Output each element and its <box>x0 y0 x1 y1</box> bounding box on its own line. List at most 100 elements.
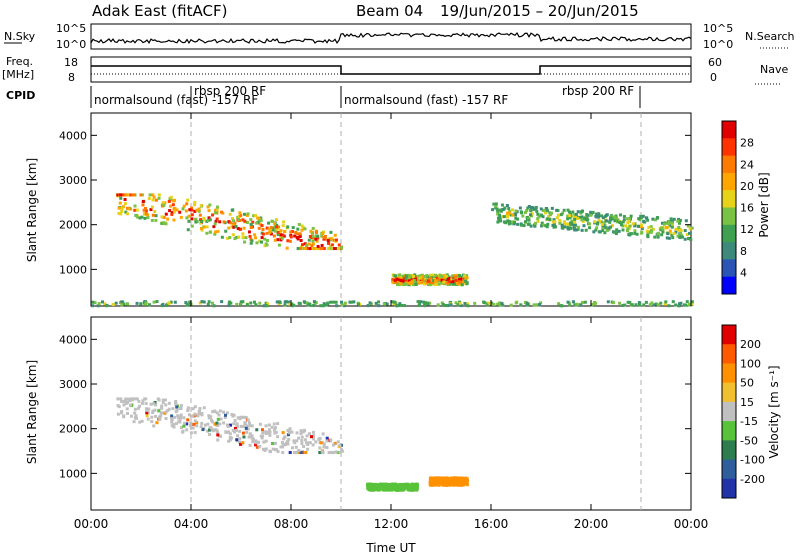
scatter-cell <box>315 239 319 243</box>
scatter-cell <box>416 300 420 304</box>
scatter-cell <box>318 451 322 455</box>
scatter-cell <box>465 477 469 481</box>
scatter-cell <box>122 302 126 306</box>
scatter-cell <box>473 301 477 305</box>
freq-right-tick-top: 60 <box>708 56 722 69</box>
scatter-cell <box>131 397 135 401</box>
scatter-cell <box>169 300 173 304</box>
y-tick-label: 4000 <box>59 333 87 346</box>
scatter-cell <box>223 413 227 417</box>
scatter-cell <box>466 302 470 306</box>
scatter-cell <box>678 235 682 239</box>
scatter-cell <box>434 273 438 277</box>
scatter-cell <box>680 234 684 238</box>
scatter-cell <box>296 232 300 236</box>
scatter-cell <box>442 280 446 284</box>
scatter-cell <box>168 209 172 213</box>
scatter-cell <box>133 407 137 411</box>
scatter-cell <box>147 407 151 411</box>
scatter-cell <box>633 222 637 226</box>
scatter-cell <box>241 441 245 445</box>
scatter-cell <box>572 215 576 219</box>
colorbar-tick-label: 24 <box>740 158 754 171</box>
scatter-cell <box>125 407 129 411</box>
velocity-colorbar: 200 100 50 15 -15 -50 -100 -200 <box>721 324 765 499</box>
scatter-cell <box>496 212 500 216</box>
scatter-cell <box>332 443 336 447</box>
scatter-cell <box>534 221 538 225</box>
scatter-cell <box>161 201 165 205</box>
nsky-label: N.Sky <box>4 30 36 43</box>
scatter-cell <box>243 219 247 223</box>
colorbar-tick-label: -50 <box>740 434 758 447</box>
scatter-cell <box>232 422 236 426</box>
scatter-cell <box>149 208 153 212</box>
scatter-cell <box>164 212 168 216</box>
scatter-cell <box>660 221 664 225</box>
scatter-cell <box>521 214 525 218</box>
scatter-cell <box>241 425 245 429</box>
scatter-cell <box>271 226 275 230</box>
scatter-cell <box>245 424 249 428</box>
scatter-cell <box>263 244 267 248</box>
scatter-cell <box>404 486 408 490</box>
scatter-cell <box>138 420 142 424</box>
scatter-cell <box>188 301 192 305</box>
scatter-cell <box>193 200 197 204</box>
scatter-cell <box>288 239 292 243</box>
scatter-cell <box>96 304 100 308</box>
scatter-cell <box>571 210 575 214</box>
scatter-cell <box>231 223 235 227</box>
scatter-cell <box>195 421 199 425</box>
scatter-cell <box>170 211 174 215</box>
scatter-cell <box>245 220 249 224</box>
scatter-cell <box>322 237 326 241</box>
scatter-cell <box>307 242 311 246</box>
scatter-cell <box>242 435 246 439</box>
colorbar-segment <box>722 155 736 174</box>
scatter-cell <box>343 301 347 305</box>
scatter-cell <box>630 303 634 307</box>
scatter-cell <box>268 229 272 233</box>
scatter-cell <box>653 235 657 239</box>
scatter-cell <box>623 303 627 307</box>
scatter-cell <box>419 300 423 304</box>
scatter-cell <box>299 429 303 433</box>
scatter-cell <box>393 485 397 489</box>
scatter-cell <box>237 235 241 239</box>
scatter-cell <box>229 221 233 225</box>
scatter-cell <box>97 302 101 306</box>
scatter-cell <box>254 439 258 443</box>
scatter-cell <box>302 444 306 448</box>
scatter-cell <box>299 238 303 242</box>
scatter-cell <box>254 443 258 447</box>
scatter-cell <box>567 227 571 231</box>
scatter-cell <box>440 278 444 282</box>
scatter-cell <box>309 229 313 233</box>
scatter-cell <box>668 231 672 235</box>
scatter-cell <box>274 441 278 445</box>
scatter-cell <box>120 193 124 197</box>
scatter-cell <box>227 226 231 230</box>
scatter-cell <box>322 247 326 251</box>
scatter-cell <box>276 233 280 237</box>
scatter-cell <box>262 440 266 444</box>
scatter-cell <box>210 420 214 424</box>
scatter-cell <box>580 218 584 222</box>
nsky-right-tick-bottom: 10^0 <box>703 38 733 51</box>
scatter-cell <box>188 208 192 212</box>
scatter-cell <box>688 231 692 235</box>
scatter-cell <box>402 283 406 287</box>
scatter-cell <box>91 304 95 308</box>
scatter-cell <box>437 278 441 282</box>
scatter-cell <box>412 280 416 284</box>
scatter-cell <box>429 277 433 281</box>
scatter-cell <box>320 243 324 247</box>
freq-panel: Freq. [MHz] 18 8 60 0 Nave <box>2 55 788 85</box>
scatter-cell <box>300 442 304 446</box>
scatter-cell <box>602 221 606 225</box>
scatter-cell <box>454 275 458 279</box>
scatter-cell <box>206 218 210 222</box>
scatter-cell <box>428 283 432 287</box>
scatter-cell <box>573 303 577 307</box>
